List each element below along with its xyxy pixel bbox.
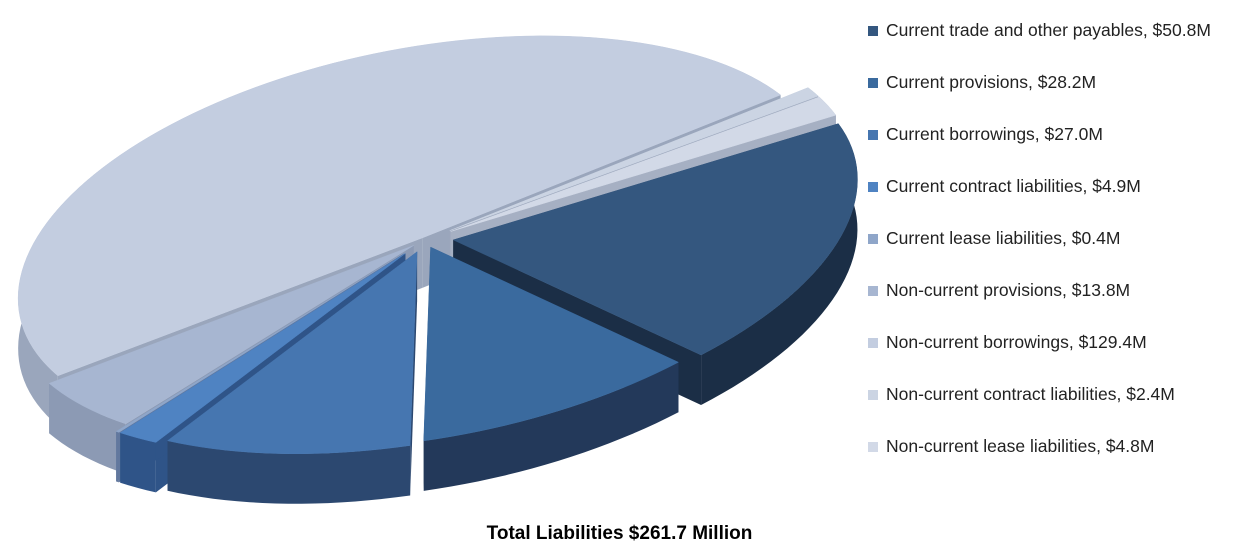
slice-side-wall — [410, 251, 418, 496]
legend-label: Non-current borrowings, $129.4M — [886, 332, 1147, 352]
legend-item: Current trade and other payables, $50.8M — [868, 20, 1228, 72]
pie-slice — [115, 252, 405, 433]
pie-slice — [452, 123, 858, 356]
legend-swatch — [868, 78, 878, 88]
pie-slice — [17, 35, 782, 377]
chart-legend: Current trade and other payables, $50.8M… — [868, 20, 1228, 488]
slice-outer-wall — [120, 432, 156, 493]
legend-swatch — [868, 442, 878, 452]
legend-swatch — [868, 182, 878, 192]
legend-item: Non-current provisions, $13.8M — [868, 280, 1228, 332]
slice-outer-wall — [116, 431, 119, 483]
legend-swatch — [868, 286, 878, 296]
slice-outer-wall — [423, 362, 679, 491]
legend-item: Current lease liabilities, $0.4M — [868, 228, 1228, 280]
legend-item: Current provisions, $28.2M — [868, 72, 1228, 124]
legend-item: Current contract liabilities, $4.9M — [868, 176, 1228, 228]
legend-item: Non-current contract liabilities, $2.4M — [868, 384, 1228, 436]
pie-slice — [48, 245, 414, 425]
legend-swatch — [868, 234, 878, 244]
pie-slice-group — [166, 251, 418, 504]
legend-label: Current lease liabilities, $0.4M — [886, 228, 1121, 248]
slice-outer-wall — [49, 383, 126, 474]
pie-slice — [423, 246, 680, 442]
pie-slice — [119, 253, 406, 443]
legend-item: Non-current borrowings, $129.4M — [868, 332, 1228, 384]
legend-swatch — [868, 338, 878, 348]
legend-swatch — [868, 26, 878, 36]
chart-total-label: Total Liabilities $261.7 Million — [486, 523, 753, 544]
slice-outer-wall — [701, 123, 858, 406]
pie-slice-group — [423, 246, 680, 491]
legend-swatch — [868, 130, 878, 140]
legend-swatch — [868, 390, 878, 400]
pie-slice — [166, 251, 418, 454]
legend-label: Non-current provisions, $13.8M — [886, 280, 1131, 300]
legend-label: Non-current contract liabilities, $2.4M — [886, 384, 1175, 404]
slice-outer-wall — [167, 440, 411, 504]
legend-label: Non-current lease liabilities, $4.8M — [886, 436, 1155, 456]
legend-label: Current trade and other payables, $50.8M — [886, 20, 1211, 40]
pie-slice — [450, 96, 837, 232]
legend-item: Non-current lease liabilities, $4.8M — [868, 436, 1228, 488]
legend-label: Current borrowings, $27.0M — [886, 124, 1103, 144]
legend-item: Current borrowings, $27.0M — [868, 124, 1228, 176]
pie-chart — [17, 35, 858, 504]
pie-slice — [449, 87, 819, 231]
legend-label: Current contract liabilities, $4.9M — [886, 176, 1141, 196]
legend-label: Current provisions, $28.2M — [886, 72, 1097, 92]
